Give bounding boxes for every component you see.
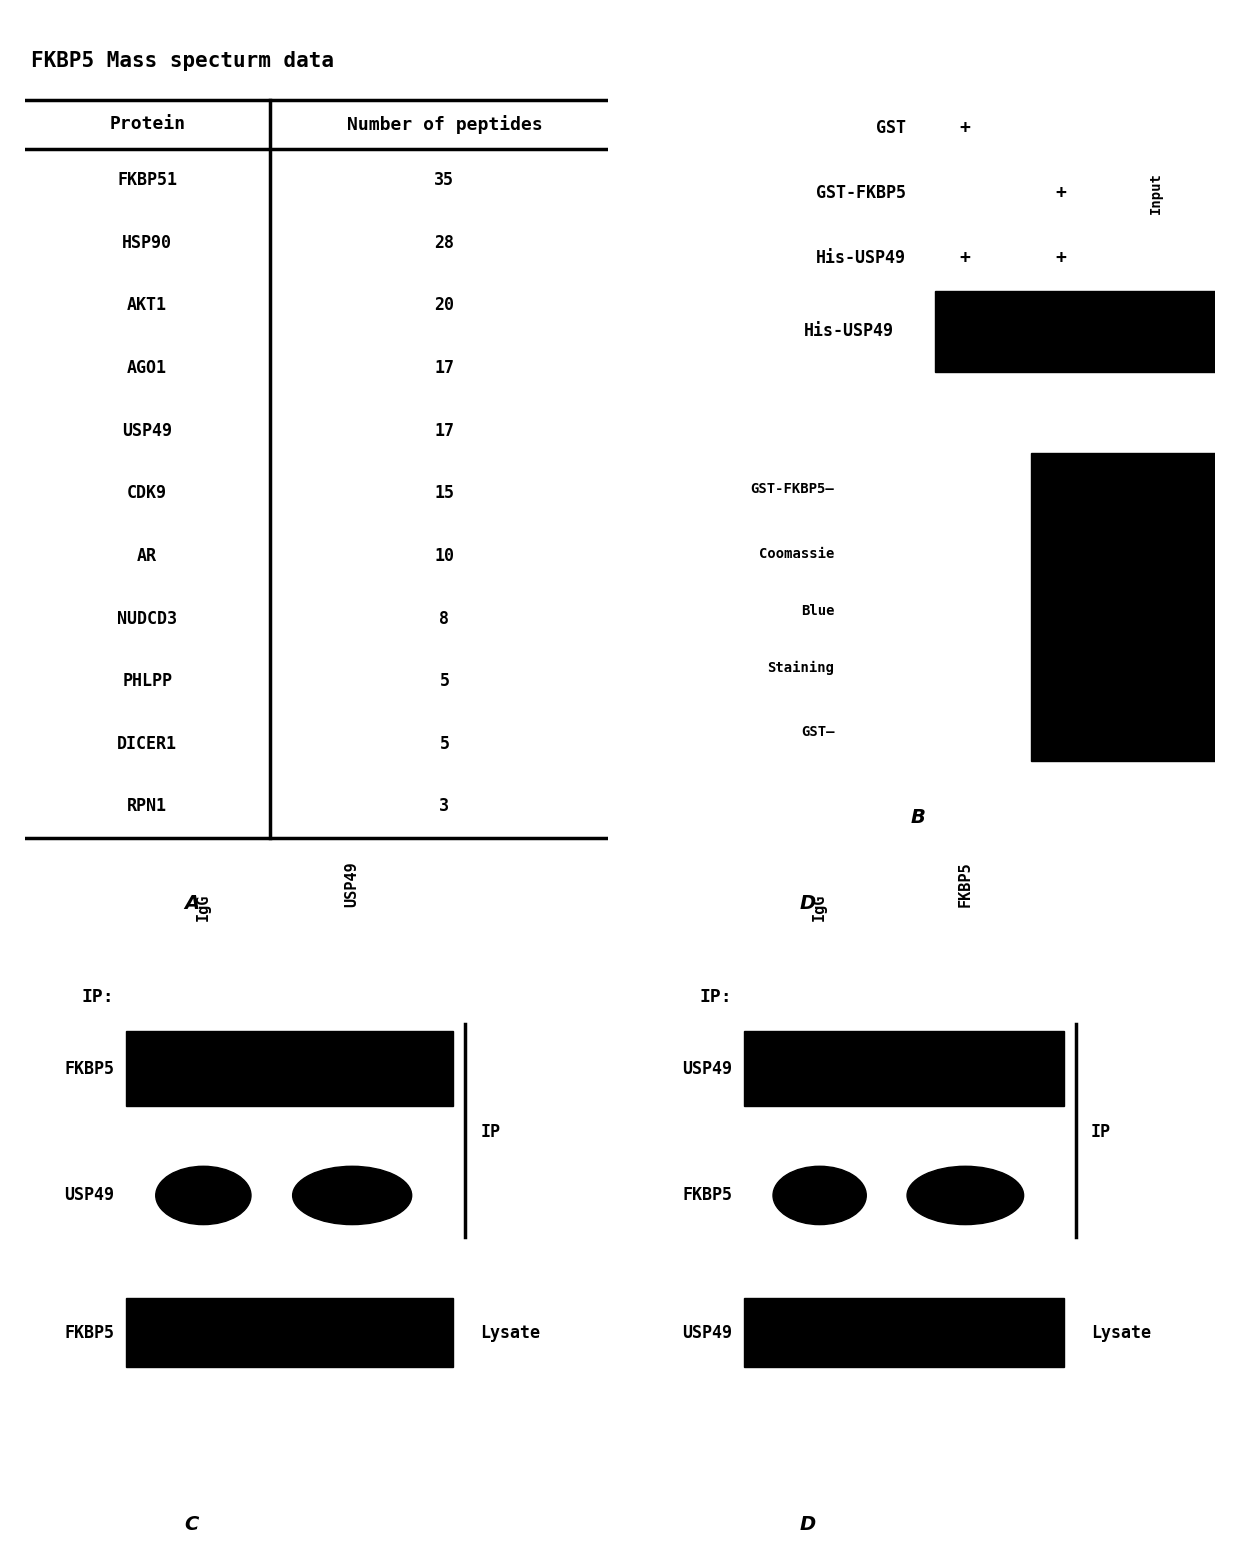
Text: USP49: USP49 <box>64 1186 114 1205</box>
Ellipse shape <box>293 1166 412 1225</box>
Text: 8: 8 <box>439 610 449 628</box>
Text: +: + <box>960 120 971 137</box>
Text: IgG: IgG <box>812 893 827 921</box>
Text: HSP90: HSP90 <box>123 234 172 251</box>
Text: Blue: Blue <box>801 603 835 617</box>
Text: Number of peptides: Number of peptides <box>346 115 542 134</box>
Text: IP:: IP: <box>699 987 732 1006</box>
Text: 20: 20 <box>434 296 454 315</box>
Text: GST-FKBP5: GST-FKBP5 <box>816 184 905 203</box>
Text: GST: GST <box>875 120 905 137</box>
Text: 10: 10 <box>434 547 454 564</box>
Text: GST–: GST– <box>801 725 835 739</box>
Text: +: + <box>960 249 971 267</box>
Text: A: A <box>184 893 198 912</box>
Bar <box>126 1030 454 1107</box>
Text: His-USP49: His-USP49 <box>816 249 905 267</box>
Text: FKBP5: FKBP5 <box>64 1060 114 1077</box>
Text: 3: 3 <box>439 798 449 815</box>
Text: Staining: Staining <box>768 661 835 675</box>
Bar <box>744 1030 1064 1107</box>
Text: D: D <box>800 893 816 912</box>
Text: 35: 35 <box>434 171 454 189</box>
Text: NUDCD3: NUDCD3 <box>118 610 177 628</box>
Text: FKBP5 Mass specturm data: FKBP5 Mass specturm data <box>31 51 334 72</box>
Text: IP: IP <box>480 1122 500 1141</box>
Text: His-USP49: His-USP49 <box>804 323 894 340</box>
Text: FKBP5: FKBP5 <box>682 1186 732 1205</box>
Bar <box>1030 452 1215 761</box>
Text: IgG: IgG <box>196 893 211 921</box>
Text: USP49: USP49 <box>682 1060 732 1077</box>
Text: +: + <box>1055 249 1066 267</box>
Text: USP49: USP49 <box>123 421 172 440</box>
Bar <box>744 1299 1064 1367</box>
Ellipse shape <box>906 1166 1023 1225</box>
Text: Lysate: Lysate <box>480 1324 541 1342</box>
Text: AR: AR <box>138 547 157 564</box>
Text: 5: 5 <box>439 734 449 753</box>
Text: Coomassie: Coomassie <box>759 547 835 561</box>
Text: USP49: USP49 <box>345 862 360 907</box>
Text: Protein: Protein <box>109 115 185 134</box>
Bar <box>935 290 1215 371</box>
Ellipse shape <box>156 1166 250 1225</box>
Text: GST-FKBP5–: GST-FKBP5– <box>750 482 835 496</box>
Text: RPN1: RPN1 <box>128 798 167 815</box>
Text: D: D <box>800 1515 816 1534</box>
Text: Input: Input <box>1148 173 1163 214</box>
Text: IP:: IP: <box>82 987 114 1006</box>
Text: +: + <box>1055 184 1066 203</box>
Text: IP: IP <box>1091 1122 1111 1141</box>
Text: B: B <box>910 808 925 826</box>
Text: AGO1: AGO1 <box>128 359 167 377</box>
Text: C: C <box>185 1515 198 1534</box>
Text: 28: 28 <box>434 234 454 251</box>
Text: 5: 5 <box>439 672 449 691</box>
Ellipse shape <box>773 1166 867 1225</box>
Text: PHLPP: PHLPP <box>123 672 172 691</box>
Text: CDK9: CDK9 <box>128 485 167 502</box>
Text: 17: 17 <box>434 421 454 440</box>
Text: 17: 17 <box>434 359 454 377</box>
Text: FKBP5: FKBP5 <box>957 862 973 907</box>
Text: DICER1: DICER1 <box>118 734 177 753</box>
Text: 15: 15 <box>434 485 454 502</box>
Bar <box>126 1299 454 1367</box>
Text: FKBP51: FKBP51 <box>118 171 177 189</box>
Text: Lysate: Lysate <box>1091 1324 1151 1342</box>
Text: FKBP5: FKBP5 <box>64 1324 114 1342</box>
Text: AKT1: AKT1 <box>128 296 167 315</box>
Text: USP49: USP49 <box>682 1324 732 1342</box>
